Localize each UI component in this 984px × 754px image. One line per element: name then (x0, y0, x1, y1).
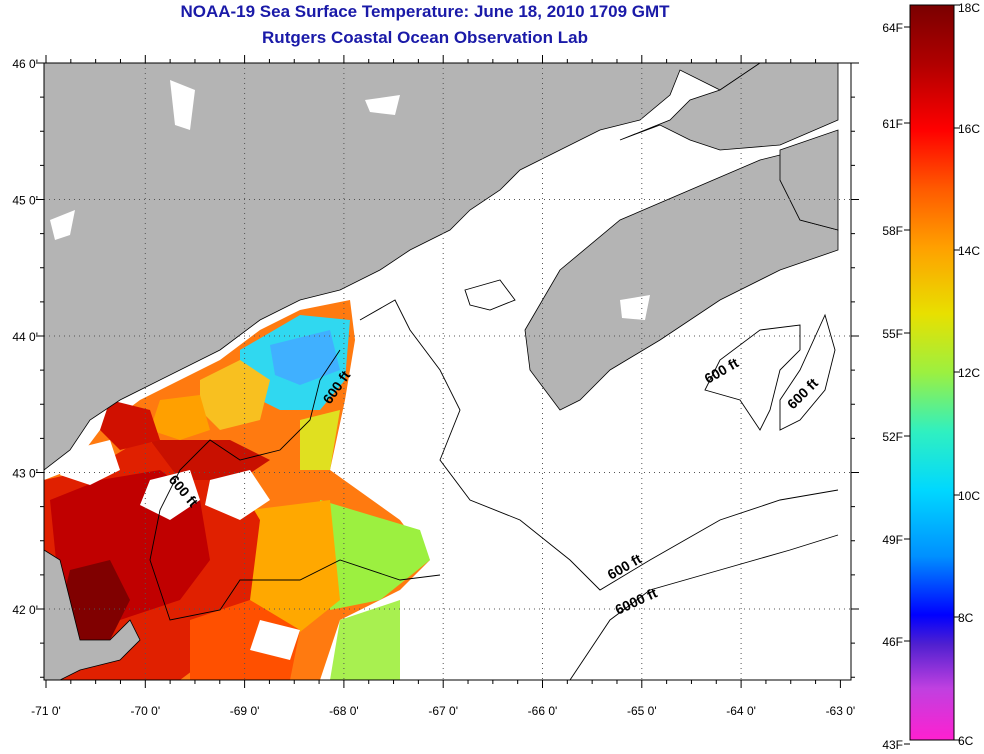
chart-subtitle: Rutgers Coastal Ocean Observation Lab (262, 28, 588, 47)
colorbar-label-c: 14C (958, 244, 980, 258)
colorbar-label-c: 10C (958, 489, 980, 503)
lon-tick-label: -65 0' (627, 704, 657, 718)
lon-tick-label: -71 0' (31, 704, 61, 718)
map-axes: -71 0' -70 0' -69 0' -68 0' -67 0' -66 0' -65 … (12, 55, 859, 718)
sst-field (44, 300, 430, 680)
colorbar-label-f: 61F (882, 117, 903, 131)
lat-tick-label: 45 0' (12, 194, 38, 208)
colorbar-label-f: 52F (882, 430, 903, 444)
chart-title: NOAA-19 Sea Surface Temperature: June 18… (180, 2, 670, 21)
lat-tick-label: 43 0' (12, 467, 38, 481)
colorbar-label-f: 46F (882, 635, 903, 649)
inland-water (50, 80, 650, 320)
map-frame (43, 62, 852, 681)
colorbar-label-c: 12C (958, 366, 980, 380)
colorbar-fahrenheit-labels: 64F 61F 58F 55F 52F 49F 46F 43F (882, 21, 910, 752)
colorbar-label-c: 6C (958, 734, 974, 748)
colorbar-label-c: 18C (958, 1, 980, 15)
colorbar-label-f: 58F (882, 224, 903, 238)
colorbar-label-f: 43F (882, 738, 903, 752)
colorbar: 64F 61F 58F 55F 52F 49F 46F 43F 18C 16C 14C 12C 10C… (882, 1, 980, 752)
colorbar-label-f: 49F (882, 533, 903, 547)
colorbar-label-c: 8C (958, 611, 974, 625)
colorbar-celsius-labels: 18C 16C 14C 12C 10C 8C 6C (954, 1, 980, 748)
nova-scotia-land (524, 149, 839, 411)
land (44, 63, 839, 680)
lon-tick-label: -64 0' (726, 704, 756, 718)
contour-6000ft (569, 534, 839, 680)
depth-contours (149, 279, 839, 680)
lat-tick-label: 42 0' (12, 603, 38, 617)
lon-tick-label: -68 0' (329, 704, 359, 718)
lon-tick-label: -70 0' (130, 704, 160, 718)
colorbar-label-f: 64F (882, 21, 903, 35)
lon-tick-label: -67 0' (428, 704, 458, 718)
lon-tick-label: -69 0' (230, 704, 260, 718)
contour-600ft-inner (149, 349, 441, 621)
cape-breton-land (779, 129, 839, 231)
colorbar-label-c: 16C (958, 122, 980, 136)
lon-tick-label: -63 0' (826, 704, 856, 718)
lat-tick-label: 44 0' (12, 330, 38, 344)
colorbar-scale (909, 4, 955, 741)
lon-tick-label: -66 0' (528, 704, 558, 718)
new-england-land (44, 63, 761, 471)
contour-browns-bank (464, 279, 516, 311)
massachusetts-land (44, 549, 141, 680)
contour-600ft-gulf (359, 299, 839, 591)
colorbar-label-f: 55F (882, 327, 903, 341)
lat-tick-label: 46 0' (12, 57, 38, 71)
contour-600ft-east-b (779, 313, 836, 431)
new-brunswick-land (619, 63, 839, 151)
contour-600ft-east-a (704, 324, 801, 431)
